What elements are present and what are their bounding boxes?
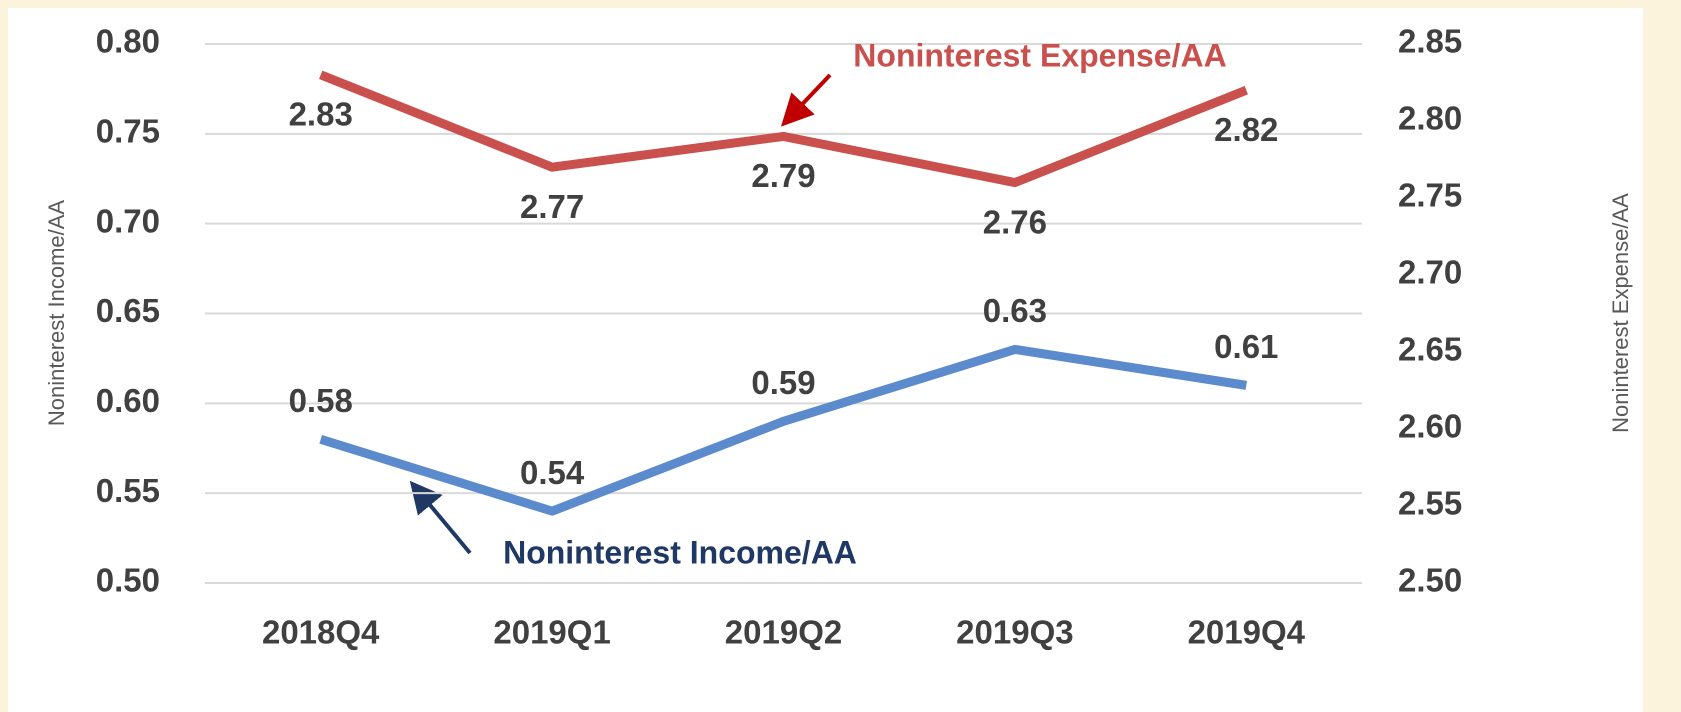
series-line (319, 344, 1247, 516)
y2-tick-label: 2.55 (1398, 485, 1462, 522)
y-axis-title: Noninterest Income/AA (44, 200, 69, 427)
data-label: 0.54 (520, 454, 585, 491)
y-tick-label: 0.50 (96, 562, 160, 599)
y2-tick-label: 2.85 (1398, 23, 1462, 60)
y2-tick-label: 2.60 (1398, 408, 1462, 445)
y2-tick-label: 2.75 (1398, 177, 1462, 214)
y-tick-label: 0.75 (96, 113, 160, 150)
data-label: 2.79 (751, 157, 815, 194)
y-tick-label: 0.80 (96, 23, 160, 60)
y-tick-label: 0.55 (96, 472, 160, 509)
y2-tick-label: 2.50 (1398, 562, 1462, 599)
annotation-arrow (780, 73, 832, 127)
data-label: 0.59 (751, 364, 815, 401)
data-label: 0.58 (289, 382, 353, 419)
y2-tick-label: 2.80 (1398, 100, 1462, 137)
y-tick-label: 0.65 (96, 292, 160, 329)
annotation: Noninterest Income/AA (503, 534, 857, 570)
x-tick-label: 2019Q1 (493, 614, 610, 651)
annotation: Noninterest Expense/AA (853, 37, 1226, 73)
plot-background (8, 8, 1643, 712)
data-label: 2.77 (520, 188, 584, 225)
x-tick-label: 2019Q4 (1188, 614, 1306, 651)
data-label: 2.83 (289, 96, 353, 133)
data-label: 2.76 (983, 203, 1047, 240)
y2-axis-title: Noninterest Expense/AA (1608, 193, 1633, 433)
x-tick-label: 2019Q2 (725, 614, 842, 651)
x-tick-label: 2019Q3 (956, 614, 1073, 651)
data-label: 0.61 (1214, 328, 1278, 365)
y2-tick-label: 2.70 (1398, 254, 1462, 291)
y2-tick-label: 2.65 (1398, 331, 1462, 368)
series-line (319, 70, 1248, 188)
y-tick-label: 0.70 (96, 202, 160, 239)
x-tick-label: 2018Q4 (262, 614, 380, 651)
data-label: 0.63 (983, 292, 1047, 329)
y-tick-label: 0.60 (96, 382, 160, 419)
data-label: 2.82 (1214, 111, 1278, 148)
annotation-arrow (409, 480, 472, 555)
